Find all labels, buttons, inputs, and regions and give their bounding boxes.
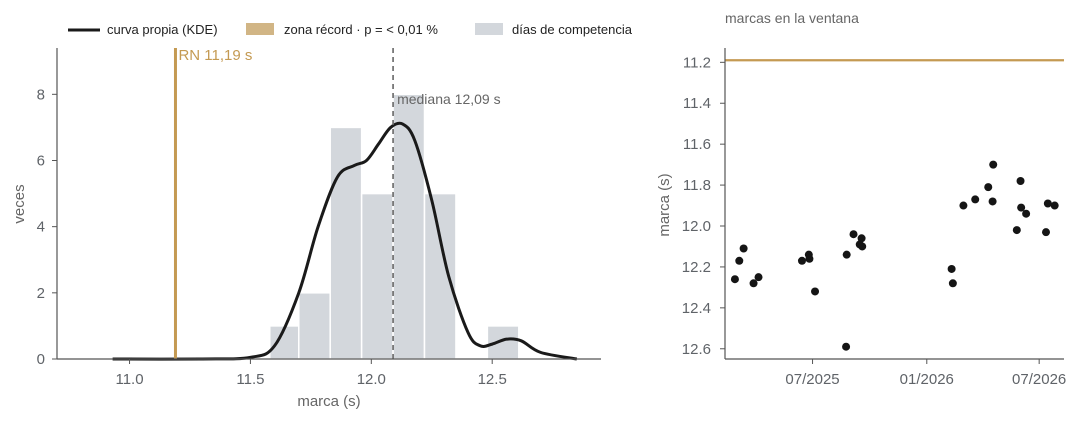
legend-swatch-days [475,23,503,35]
hist-x-tick-label-3: 12.5 [478,371,507,388]
scatter-point-9 [842,342,851,351]
kde-curve [112,121,578,361]
hist-x-axis-title: marca (s) [297,393,360,410]
record-label: RN 11,19 s [178,47,252,64]
hist-x-tick-label-0: 11.0 [115,371,143,388]
scatter-point-22 [1012,226,1021,235]
hist-bar-1 [298,292,331,360]
hist-x-tick-label-2: 12.0 [357,371,386,388]
scatter-point-24 [1017,203,1026,212]
scatter-point-3 [749,279,758,288]
scatter-y-tick-label-1: 11.4 [683,95,711,112]
scatter-point-0 [730,275,739,284]
scatter-y-axis-title: marca (s) [656,173,673,236]
median-label: mediana 12,09 s [397,91,501,107]
scatter-point-18 [971,195,980,204]
scatter-point-13 [857,234,866,243]
hist-bar-2 [329,126,363,360]
scatter-chart: marcas en la ventana 11.2 11.4 11.6 11.8 12.0… [656,10,1066,388]
scatter-point-8 [811,287,820,296]
hist-x-tick-label-1: 11.5 [236,371,264,388]
scatter-x-tick-label-0: 07/2025 [785,371,839,388]
hist-y-tick-label-0: 0 [37,351,45,368]
scatter-point-16 [948,279,957,288]
hist-bar-6 [486,325,520,360]
scatter-point-27 [1043,199,1052,208]
scatter-point-23 [1016,176,1025,185]
hist-y-tick-label-2: 4 [37,219,45,236]
scatter-y-tick-label-0: 11.2 [683,54,711,71]
hist-y-tick-label-3: 6 [37,152,45,169]
hist-y-tick-label-4: 8 [37,86,45,103]
legend-swatch-record [246,23,274,35]
hist-bar-3 [360,192,394,360]
scatter-point-15 [947,264,956,273]
scatter-point-7 [805,254,814,263]
scatter-point-21 [989,160,998,169]
legend-label-record: zona récord · p = < 0,01 % [284,22,438,37]
scatter-point-28 [1050,201,1059,210]
scatter-point-10 [842,250,851,259]
scatter-point-4 [754,273,763,282]
hist-y-axis-title: veces [11,184,28,223]
hist-bar-5 [423,192,457,360]
scatter-y-tick-label-2: 11.6 [683,136,711,153]
scatter-y-tick-label-3: 11.8 [683,177,711,194]
histogram-chart: mediana 12,09 s RN 11,19 s 11.0 11.5 12.0 12.… [11,22,633,410]
scatter-point-14 [858,242,867,251]
scatter-point-2 [739,244,748,253]
legend-label-days: días de competencia [512,22,633,37]
scatter-y-tick-label-5: 12.2 [682,259,711,276]
scatter-point-11 [849,230,858,239]
hist-bar-4 [392,93,426,360]
scatter-x-tick-label-2: 07/2026 [1012,371,1066,388]
scatter-point-1 [735,256,744,265]
scatter-y-tick-label-7: 12.6 [682,341,711,358]
scatter-point-5 [797,256,806,265]
scatter-x-tick-label-1: 01/2026 [900,371,954,388]
scatter-point-26 [1041,228,1050,237]
scatter-point-17 [959,201,968,210]
scatter-point-20 [988,197,997,206]
scatter-y-tick-label-6: 12.4 [682,300,711,317]
scatter-point-25 [1022,209,1031,218]
scatter-y-tick-label-4: 12.0 [682,218,711,235]
hist-y-tick-label-1: 2 [37,285,45,302]
legend-label-curve: curva propia (KDE) [107,22,218,37]
legend: curva propia (KDE) zona récord · p = < 0,… [68,22,633,37]
scatter-point-19 [984,183,993,192]
scatter-title: marcas en la ventana [725,10,859,26]
